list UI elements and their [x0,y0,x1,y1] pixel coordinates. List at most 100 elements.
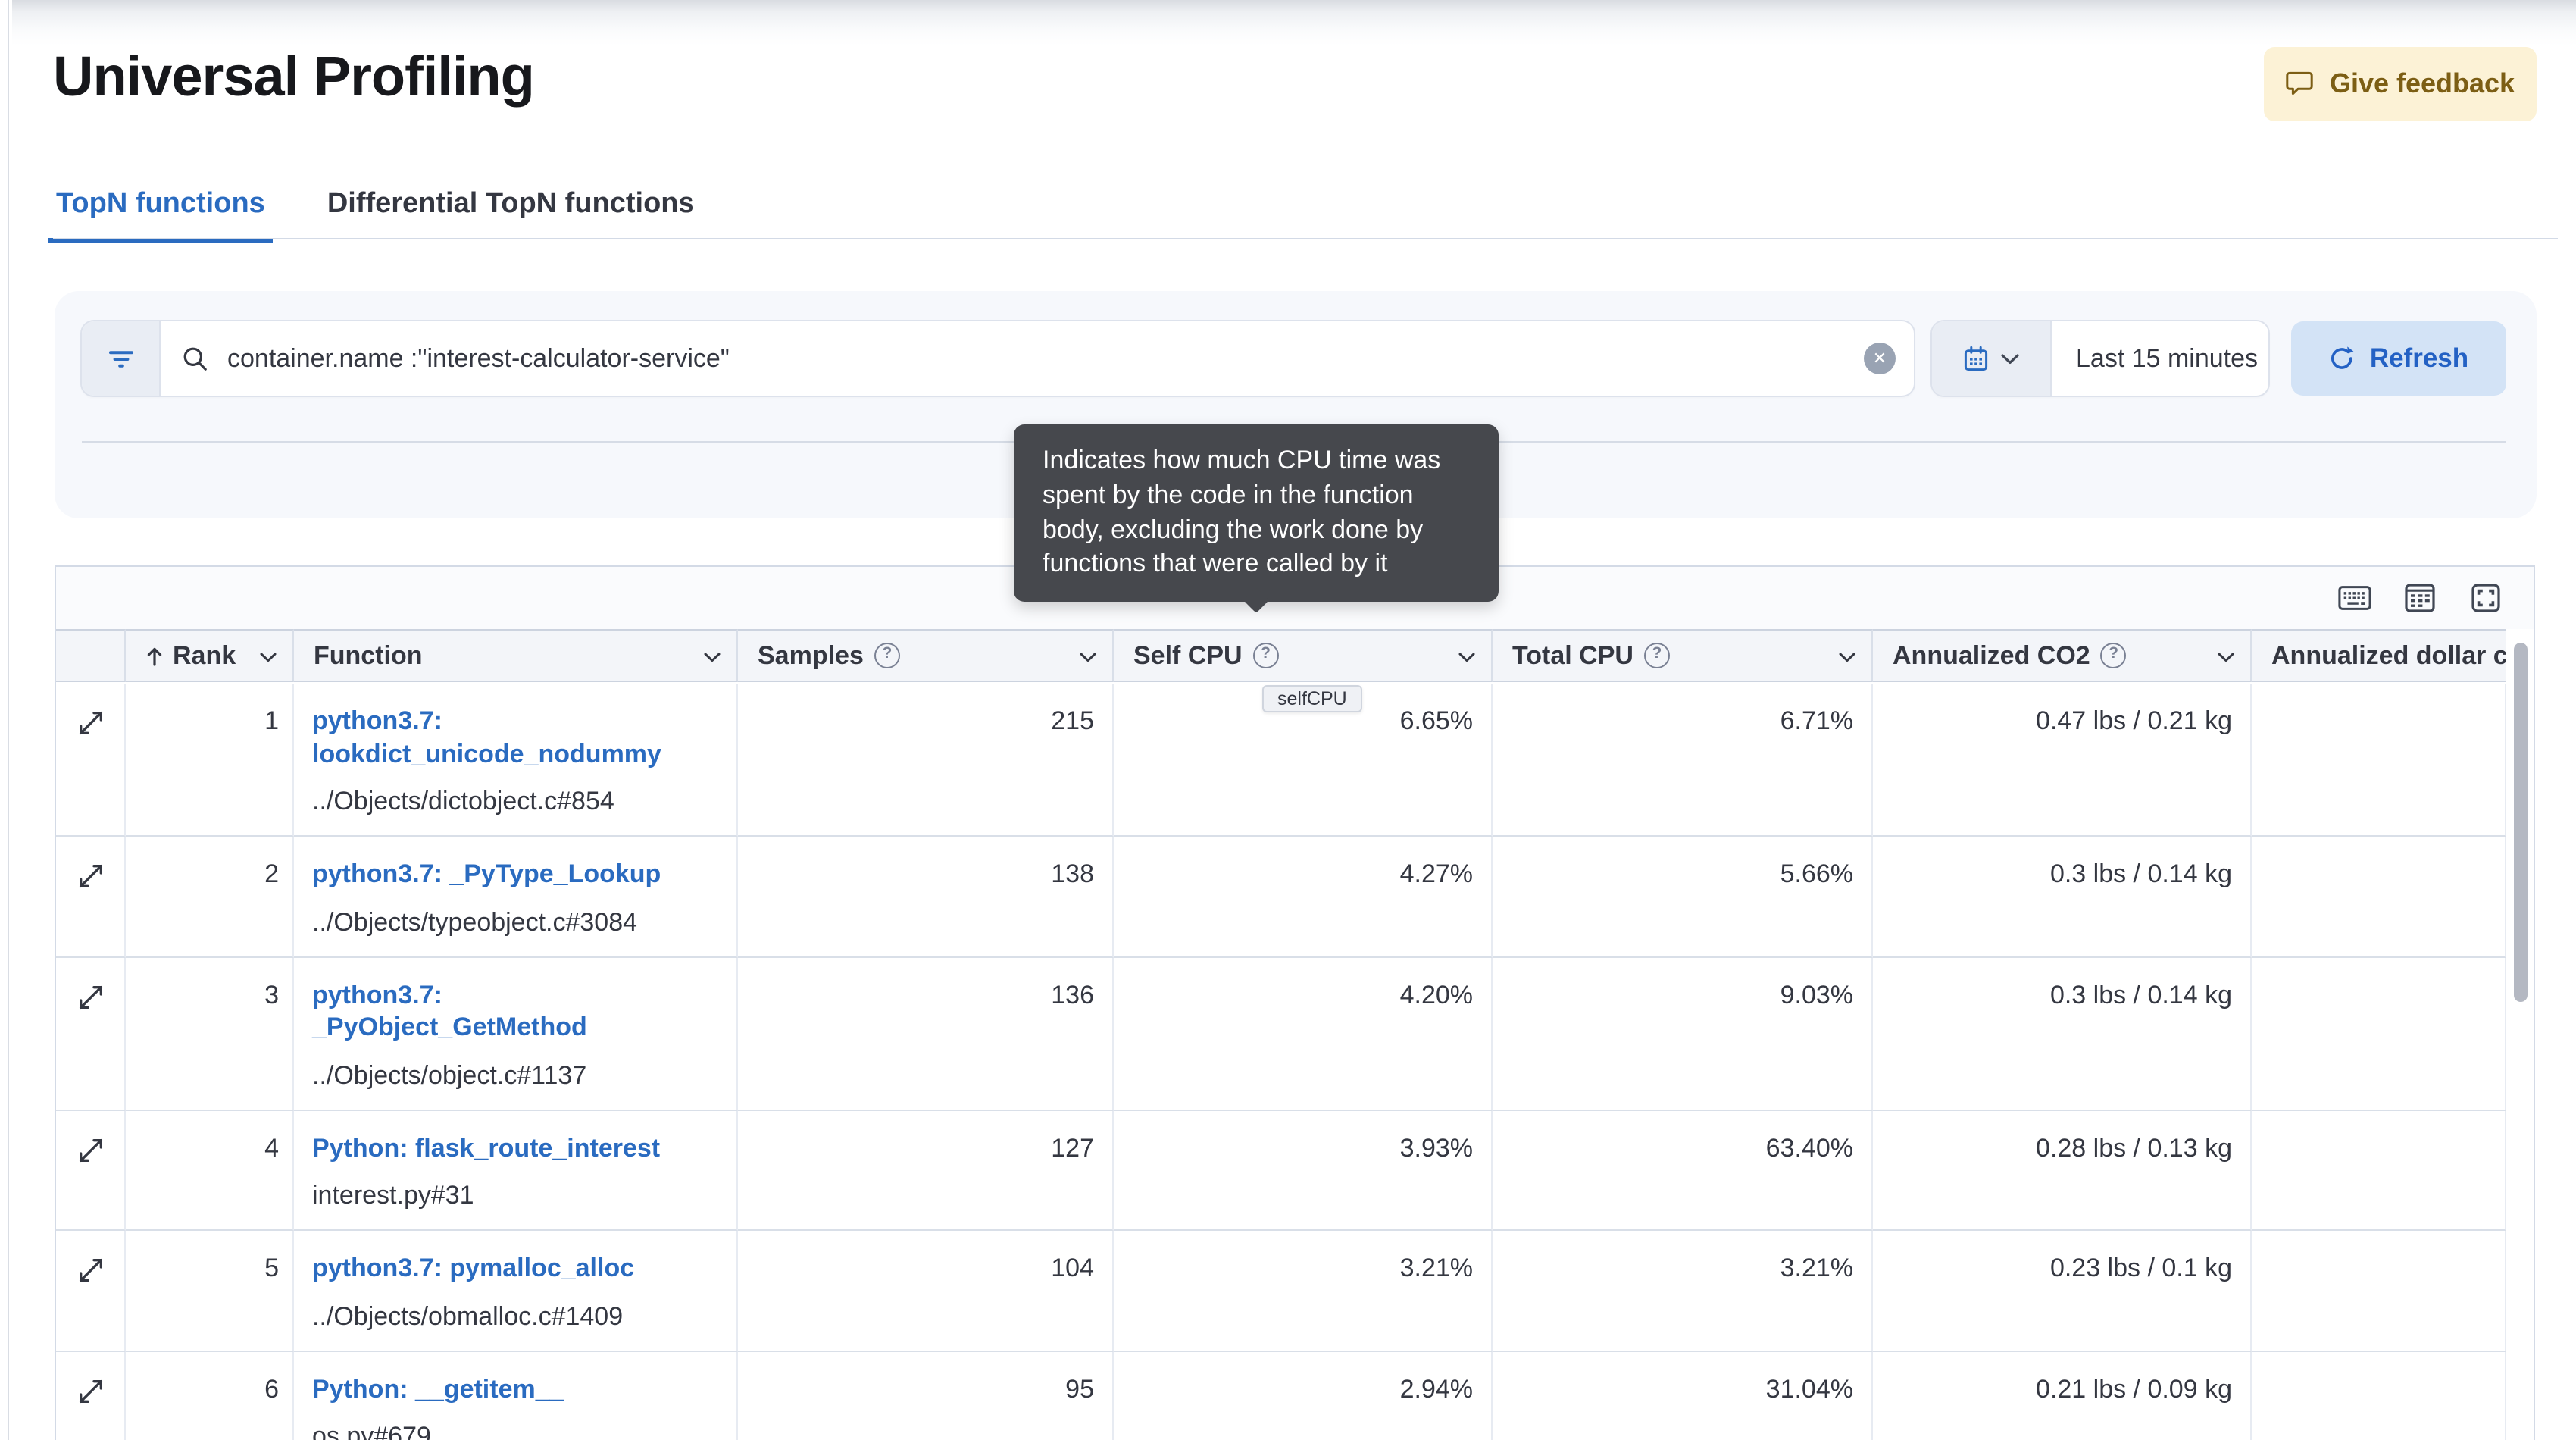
field-name-badge: selfCPU [1262,685,1362,712]
refresh-button[interactable]: Refresh [2291,321,2506,396]
function-link[interactable]: Python: flask_route_interest [312,1133,661,1162]
header-cell-function[interactable]: Function [294,629,738,682]
rank-cell: 5 [126,1231,294,1351]
scrollbar-gutter-cell [2506,1231,2534,1351]
header-cell-rank[interactable]: Rank [126,629,294,682]
scrollbar-gutter-cell [2506,1351,2534,1440]
function-link[interactable]: python3.7: lookdict_unicode_nodummy [312,706,661,768]
tab-differential-topn-functions[interactable]: Differential TopN functions [327,188,695,220]
self-cpu-cell: 2.94% [1114,1351,1493,1440]
column-menu-chevron-icon[interactable] [1079,640,1097,671]
help-icon[interactable]: ? [2100,643,2127,668]
self-cpu-cell: 3.93% [1114,1110,1493,1231]
help-icon[interactable]: ? [874,643,900,668]
grid-header-row: Rank Function Samples ? Self CPU [56,629,2534,682]
column-menu-chevron-icon[interactable] [259,640,277,671]
help-icon[interactable]: ? [1252,643,1279,668]
self-cpu-cell: 4.27% [1114,837,1493,957]
quick-select-button[interactable] [1932,321,2052,396]
expand-cell [56,1110,126,1231]
expand-row-icon[interactable] [75,981,105,1012]
expand-cell [56,1351,126,1440]
annualized-dollar-cost-cell [2252,1110,2506,1231]
samples-cell: 215 [738,684,1114,837]
expand-row-icon[interactable] [75,708,105,738]
table-row: 3 python3.7: _PyObject_GetMethod ../Obje… [56,957,2534,1110]
expand-row-icon[interactable] [75,1135,105,1165]
total-cpu-cell: 6.71% [1493,684,1873,837]
column-menu-chevron-icon[interactable] [1838,640,1856,671]
annualized-dollar-cost-cell [2252,684,2506,837]
tabs-divider [53,238,2558,239]
annualized-dollar-cost-cell [2252,1231,2506,1351]
samples-cell: 136 [738,957,1114,1110]
function-cell: Python: __getitem__ os.py#679 [294,1351,738,1440]
self-cpu-cell: 3.21% [1114,1231,1493,1351]
expand-row-icon[interactable] [75,1376,105,1406]
expand-cell [56,837,126,957]
samples-cell: 138 [738,837,1114,957]
add-filter-button[interactable] [82,321,161,396]
samples-cell: 104 [738,1231,1114,1351]
table-row: 1 python3.7: lookdict_unicode_nodummy ..… [56,684,2534,837]
function-cell: Python: flask_route_interest interest.py… [294,1110,738,1231]
function-cell: python3.7: lookdict_unicode_nodummy ../O… [294,684,738,837]
column-menu-chevron-icon[interactable] [1458,640,1476,671]
function-cell: python3.7: pymalloc_alloc ../Objects/obm… [294,1231,738,1351]
source-file-label: os.py#679 [312,1422,431,1440]
rank-cell: 3 [126,957,294,1110]
source-file-label: ../Objects/typeobject.c#3084 [312,907,638,936]
header-label-rank: Rank [173,640,236,669]
samples-cell: 95 [738,1351,1114,1440]
display-density-button[interactable] [2403,581,2437,615]
fullscreen-button[interactable] [2468,581,2502,615]
annualized-dollar-cost-cell [2252,1351,2506,1440]
search-icon [182,345,209,372]
function-cell: python3.7: _PyObject_GetMethod ../Object… [294,957,738,1110]
search-row: ✕ Last 15 minutes Refresh [82,321,2506,396]
calendar-icon [1962,345,1990,372]
column-menu-chevron-icon[interactable] [2217,640,2235,671]
samples-cell: 127 [738,1110,1114,1231]
give-feedback-label: Give feedback [2329,68,2515,99]
header-label-self-cpu: Self CPU [1133,640,1243,669]
content-left-border [8,0,9,1440]
annualized-co2-cell: 0.21 lbs / 0.09 kg [1873,1351,2252,1440]
expand-row-icon[interactable] [75,861,105,891]
time-range-label[interactable]: Last 15 minutes [2076,343,2259,372]
annualized-co2-cell: 0.47 lbs / 0.21 kg [1873,684,2252,837]
clear-query-button[interactable]: ✕ [1864,343,1896,374]
header-cell-total-cpu[interactable]: Total CPU ? [1493,629,1873,682]
expand-cell [56,1231,126,1351]
function-link[interactable]: python3.7: _PyObject_GetMethod [312,980,587,1041]
rank-cell: 2 [126,837,294,957]
table-row: 2 python3.7: _PyType_Lookup ../Objects/t… [56,837,2534,957]
header-cell-samples[interactable]: Samples ? [738,629,1114,682]
help-icon[interactable]: ? [1643,643,1670,668]
header-cell-annualized-dollar-cost[interactable]: Annualized dollar cost [2252,629,2506,682]
keyboard-shortcuts-button[interactable] [2338,581,2371,615]
search-filter-panel: ✕ Last 15 minutes Refresh [55,291,2537,518]
annualized-co2-cell: 0.3 lbs / 0.14 kg [1873,957,2252,1110]
header-label-function: Function [314,640,423,669]
tab-topn-functions[interactable]: TopN functions [48,182,273,243]
function-link[interactable]: python3.7: _PyType_Lookup [312,859,661,888]
chevron-down-icon [2000,352,2020,365]
header-cell-self-cpu[interactable]: Self CPU ? [1114,629,1493,682]
total-cpu-cell: 63.40% [1493,1110,1873,1231]
annualized-co2-cell: 0.28 lbs / 0.13 kg [1873,1110,2252,1231]
speech-bubble-icon [2286,71,2315,97]
column-menu-chevron-icon[interactable] [703,640,721,671]
query-input[interactable] [224,342,1849,375]
scrollbar-gutter-cell [2506,1110,2534,1231]
give-feedback-button[interactable]: Give feedback [2264,47,2537,121]
expand-row-icon[interactable] [75,1255,105,1285]
annualized-dollar-cost-cell [2252,957,2506,1110]
header-label-annualized-dollar-cost: Annualized dollar cost [2271,640,2506,669]
header-cell-annualized-co2[interactable]: Annualized CO2 ? [1873,629,2252,682]
function-link[interactable]: Python: __getitem__ [312,1374,564,1403]
function-link[interactable]: python3.7: pymalloc_alloc [312,1254,635,1282]
table-row: 4 Python: flask_route_interest interest.… [56,1110,2534,1231]
vertical-scrollbar-thumb[interactable] [2514,643,2528,1002]
page-title: Universal Profiling [53,45,535,108]
